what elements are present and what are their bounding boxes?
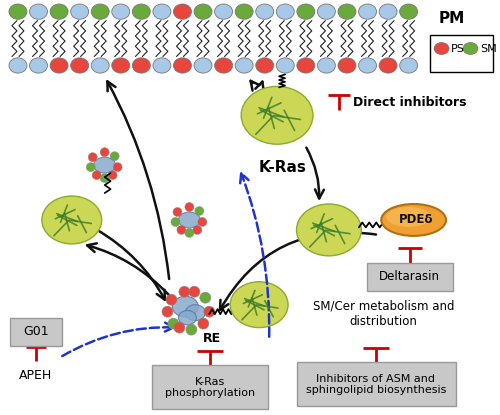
Ellipse shape bbox=[276, 4, 294, 19]
Ellipse shape bbox=[174, 58, 192, 73]
Ellipse shape bbox=[194, 4, 212, 19]
Circle shape bbox=[162, 306, 173, 317]
Text: RE: RE bbox=[204, 332, 222, 344]
Circle shape bbox=[166, 294, 177, 305]
Ellipse shape bbox=[9, 4, 27, 19]
Ellipse shape bbox=[174, 4, 192, 19]
Ellipse shape bbox=[379, 4, 397, 19]
Ellipse shape bbox=[9, 58, 27, 73]
Text: Inhibitors of ASM and
sphingolipid biosynthesis: Inhibitors of ASM and sphingolipid biosy… bbox=[306, 374, 446, 395]
Text: K-Ras
phosphorylation: K-Ras phosphorylation bbox=[165, 376, 256, 398]
Ellipse shape bbox=[214, 4, 232, 19]
Circle shape bbox=[110, 152, 119, 161]
Ellipse shape bbox=[338, 58, 356, 73]
Ellipse shape bbox=[358, 4, 376, 19]
Circle shape bbox=[198, 217, 207, 227]
Ellipse shape bbox=[42, 196, 102, 244]
Ellipse shape bbox=[358, 58, 376, 73]
Ellipse shape bbox=[338, 4, 356, 19]
Ellipse shape bbox=[386, 207, 431, 227]
Ellipse shape bbox=[112, 58, 130, 73]
Ellipse shape bbox=[379, 58, 397, 73]
Ellipse shape bbox=[178, 212, 201, 228]
Ellipse shape bbox=[194, 58, 212, 73]
Circle shape bbox=[193, 225, 202, 234]
Ellipse shape bbox=[153, 58, 171, 73]
Ellipse shape bbox=[230, 282, 288, 327]
Ellipse shape bbox=[70, 58, 88, 73]
Text: G01: G01 bbox=[23, 325, 48, 338]
Ellipse shape bbox=[50, 4, 68, 19]
Text: PS: PS bbox=[450, 44, 464, 54]
Circle shape bbox=[173, 208, 182, 217]
Text: PDEδ: PDEδ bbox=[398, 213, 433, 227]
Ellipse shape bbox=[94, 157, 116, 173]
Ellipse shape bbox=[297, 4, 315, 19]
Circle shape bbox=[200, 292, 211, 303]
Ellipse shape bbox=[400, 58, 417, 73]
Ellipse shape bbox=[463, 43, 478, 54]
Circle shape bbox=[86, 163, 95, 172]
Ellipse shape bbox=[296, 204, 362, 256]
Circle shape bbox=[171, 217, 180, 227]
Circle shape bbox=[195, 207, 204, 215]
Circle shape bbox=[186, 324, 197, 335]
Circle shape bbox=[204, 306, 215, 317]
Ellipse shape bbox=[214, 58, 232, 73]
Circle shape bbox=[88, 153, 97, 162]
Text: PM: PM bbox=[438, 11, 465, 26]
Ellipse shape bbox=[256, 4, 274, 19]
Text: SM/Cer metabolism and
distribution: SM/Cer metabolism and distribution bbox=[313, 300, 454, 328]
Ellipse shape bbox=[30, 4, 48, 19]
Ellipse shape bbox=[318, 4, 336, 19]
Ellipse shape bbox=[434, 43, 449, 54]
Ellipse shape bbox=[318, 58, 336, 73]
FancyBboxPatch shape bbox=[297, 362, 456, 406]
Ellipse shape bbox=[132, 58, 150, 73]
Ellipse shape bbox=[91, 4, 109, 19]
Circle shape bbox=[185, 203, 194, 212]
Ellipse shape bbox=[91, 58, 109, 73]
Ellipse shape bbox=[297, 58, 315, 73]
Circle shape bbox=[168, 318, 179, 329]
Ellipse shape bbox=[178, 310, 196, 325]
Circle shape bbox=[189, 286, 200, 297]
Circle shape bbox=[198, 318, 209, 329]
FancyBboxPatch shape bbox=[430, 34, 494, 73]
FancyBboxPatch shape bbox=[152, 366, 268, 409]
Circle shape bbox=[100, 148, 109, 157]
Circle shape bbox=[179, 286, 190, 297]
FancyBboxPatch shape bbox=[10, 317, 62, 346]
Ellipse shape bbox=[153, 4, 171, 19]
Circle shape bbox=[92, 171, 101, 180]
Ellipse shape bbox=[256, 58, 274, 73]
Ellipse shape bbox=[30, 58, 48, 73]
Ellipse shape bbox=[235, 4, 253, 19]
Circle shape bbox=[177, 225, 186, 234]
Text: SM: SM bbox=[480, 44, 497, 54]
Ellipse shape bbox=[186, 305, 206, 321]
Text: Deltarasin: Deltarasin bbox=[379, 270, 440, 283]
Circle shape bbox=[185, 228, 194, 237]
Circle shape bbox=[108, 171, 117, 180]
Text: APEH: APEH bbox=[20, 369, 52, 383]
Text: K-Ras: K-Ras bbox=[258, 160, 306, 175]
Ellipse shape bbox=[241, 86, 313, 144]
Circle shape bbox=[174, 322, 185, 333]
Ellipse shape bbox=[400, 4, 417, 19]
Text: Direct inhibitors: Direct inhibitors bbox=[353, 96, 467, 109]
Ellipse shape bbox=[276, 58, 294, 73]
Ellipse shape bbox=[50, 58, 68, 73]
Circle shape bbox=[113, 163, 122, 172]
Ellipse shape bbox=[381, 204, 446, 236]
Ellipse shape bbox=[70, 4, 88, 19]
Ellipse shape bbox=[172, 296, 199, 317]
Ellipse shape bbox=[112, 4, 130, 19]
Ellipse shape bbox=[235, 58, 253, 73]
Circle shape bbox=[100, 173, 109, 183]
FancyBboxPatch shape bbox=[367, 263, 452, 291]
Ellipse shape bbox=[132, 4, 150, 19]
